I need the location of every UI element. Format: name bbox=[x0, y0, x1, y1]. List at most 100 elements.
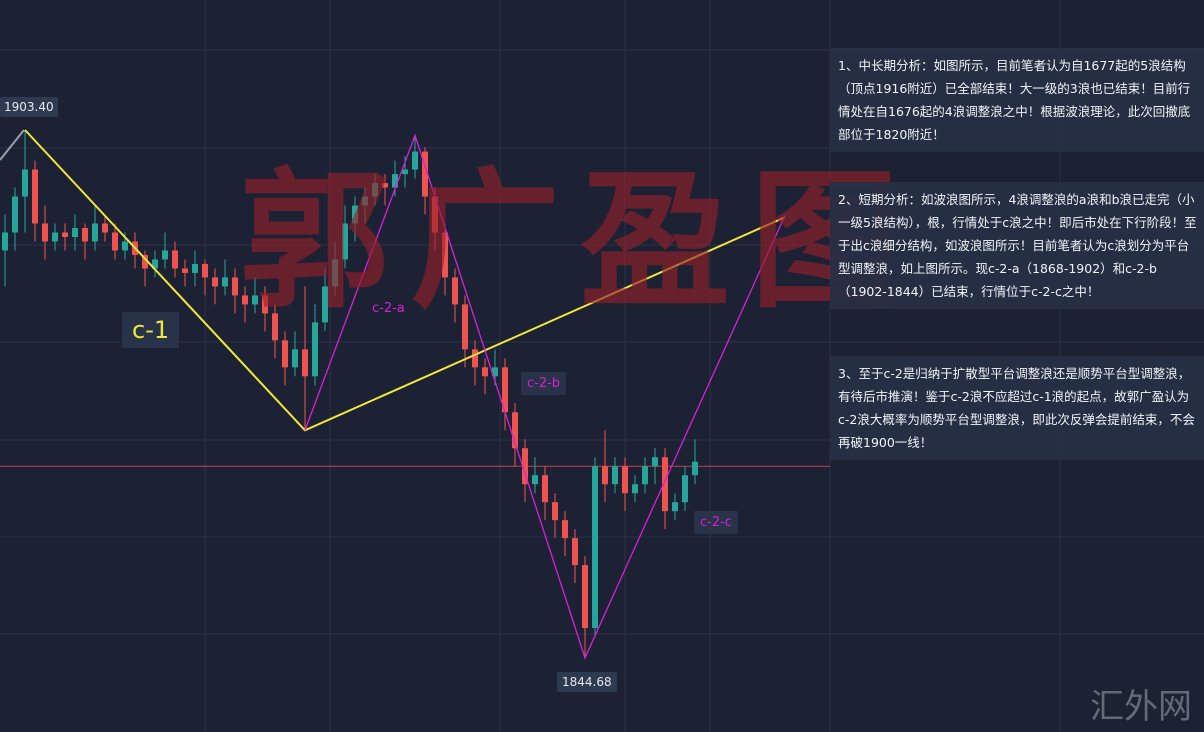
candle-body bbox=[62, 232, 68, 237]
candle-body bbox=[632, 484, 638, 494]
candle-body bbox=[172, 250, 178, 269]
candle-body bbox=[242, 295, 248, 305]
site-watermark: 汇外网 bbox=[1090, 687, 1192, 727]
candle-body bbox=[462, 304, 468, 350]
candle-body bbox=[22, 169, 28, 197]
candle bbox=[542, 466, 548, 521]
candle-body bbox=[272, 313, 278, 341]
candle bbox=[12, 187, 18, 251]
candle bbox=[112, 223, 118, 260]
candle bbox=[152, 250, 158, 278]
wave-label-c-1: c-1 bbox=[122, 312, 180, 348]
prior-trend-line bbox=[0, 129, 25, 161]
candle-body bbox=[332, 259, 338, 287]
candle-body bbox=[162, 250, 168, 260]
candle-body bbox=[2, 232, 8, 251]
candle bbox=[522, 439, 528, 503]
candle-body bbox=[492, 367, 498, 377]
candle bbox=[452, 268, 458, 323]
candle bbox=[172, 241, 178, 278]
wave-label-c-2-b: c-2-b bbox=[521, 372, 567, 395]
wave-label-c-2-c: c-2-c bbox=[694, 511, 738, 534]
candle-body bbox=[372, 183, 378, 197]
candle-body bbox=[262, 295, 268, 314]
candle-body bbox=[312, 322, 318, 377]
candle-body bbox=[102, 223, 108, 233]
candle-body bbox=[562, 520, 568, 539]
candle-body bbox=[552, 502, 558, 521]
candle-body bbox=[212, 277, 218, 287]
candle bbox=[512, 403, 518, 467]
candle bbox=[462, 295, 468, 368]
candle bbox=[292, 331, 298, 377]
high-price-label: 1903.40 bbox=[0, 97, 58, 117]
candle bbox=[62, 223, 68, 251]
candle bbox=[332, 241, 338, 296]
candle bbox=[582, 556, 588, 658]
candle bbox=[272, 304, 278, 359]
candle-body bbox=[642, 466, 648, 485]
candle-body bbox=[52, 232, 58, 242]
candle bbox=[232, 268, 238, 314]
candle-body bbox=[382, 183, 388, 188]
candle bbox=[212, 268, 218, 305]
candle bbox=[182, 259, 188, 287]
candle-body bbox=[692, 461, 698, 476]
candle-body bbox=[452, 277, 458, 305]
candle-body bbox=[42, 223, 48, 242]
candle-body bbox=[432, 196, 438, 233]
candle bbox=[662, 448, 668, 530]
candle bbox=[482, 358, 488, 395]
low-price-label: 1844.68 bbox=[557, 672, 617, 692]
analysis-note-long-term: 1、中长期分析：如图所示，目前笔者认为自1677起的5浪结构（顶点1916附近）… bbox=[830, 48, 1204, 152]
candle bbox=[302, 286, 308, 431]
candle-body bbox=[672, 502, 678, 512]
candle bbox=[82, 223, 88, 260]
candle bbox=[322, 268, 328, 332]
candle bbox=[612, 457, 618, 494]
candle-body bbox=[392, 174, 398, 188]
candle-body bbox=[472, 349, 478, 368]
candle-body bbox=[122, 241, 128, 251]
candle-body bbox=[322, 286, 328, 323]
candle-body bbox=[282, 340, 288, 368]
analysis-note-short-term: 2、短期分析：如波浪图所示，4浪调整浪的a浪和b浪已走完（小一级5浪结构），根，… bbox=[830, 182, 1204, 309]
candle-body bbox=[612, 466, 618, 485]
candle bbox=[32, 160, 38, 242]
candle bbox=[632, 475, 638, 503]
candle bbox=[162, 232, 168, 269]
candle-body bbox=[292, 349, 298, 368]
candle bbox=[352, 196, 358, 242]
candle bbox=[622, 457, 628, 512]
candle bbox=[42, 205, 48, 260]
candle-body bbox=[252, 295, 258, 305]
candle-body bbox=[572, 538, 578, 566]
candle bbox=[412, 135, 418, 179]
candle-body bbox=[402, 169, 408, 175]
candle bbox=[72, 214, 78, 251]
watermark-text: 郭广盈图 bbox=[240, 153, 921, 329]
candle bbox=[222, 259, 228, 296]
candle bbox=[192, 250, 198, 287]
candle-body bbox=[92, 223, 98, 242]
candle bbox=[572, 529, 578, 584]
candle-body bbox=[362, 196, 368, 206]
candle bbox=[362, 187, 368, 224]
candle bbox=[2, 214, 8, 287]
candle-body bbox=[592, 466, 598, 629]
candle bbox=[502, 358, 508, 431]
candle-body bbox=[202, 263, 208, 278]
candle bbox=[372, 174, 378, 206]
wave-line-c-2 bbox=[304, 133, 786, 660]
candle bbox=[142, 250, 148, 287]
candle-body bbox=[112, 232, 118, 251]
candle bbox=[262, 286, 268, 332]
candle bbox=[282, 331, 288, 386]
candle-body bbox=[12, 196, 18, 233]
candle bbox=[52, 223, 58, 251]
candle bbox=[672, 493, 678, 521]
candle-body bbox=[522, 448, 528, 485]
candle bbox=[102, 214, 108, 242]
candle-body bbox=[412, 151, 418, 170]
candle-body bbox=[232, 277, 238, 296]
